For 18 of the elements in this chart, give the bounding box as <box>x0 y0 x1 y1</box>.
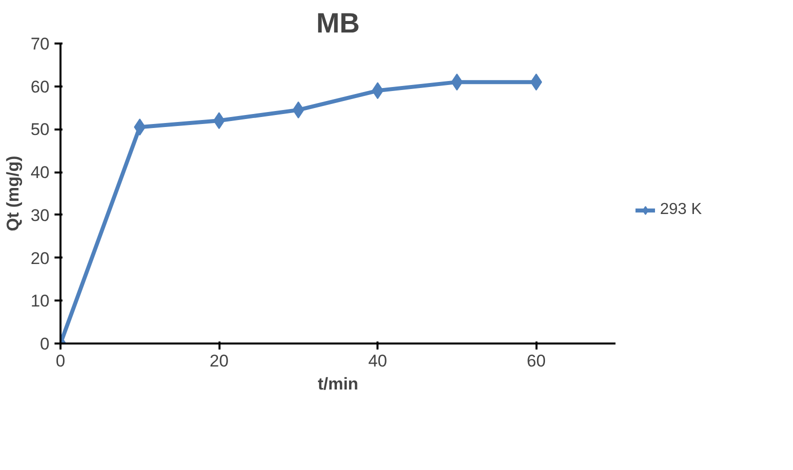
y-tick-label: 50 <box>30 120 50 140</box>
point <box>530 74 542 91</box>
legend-label: 293 K <box>660 201 702 219</box>
x-tick-label: 60 <box>526 352 546 370</box>
chart-title: MB <box>316 8 360 38</box>
y-tick-label: 30 <box>30 206 50 225</box>
y-tick-label: 20 <box>30 248 50 268</box>
y-axis-title: Qt (mg/g) <box>4 156 23 232</box>
y-tick-label: 40 <box>30 163 50 182</box>
y-tick-label: 0 <box>40 334 50 354</box>
y-tick-label: 70 <box>30 34 50 54</box>
y-tick-label: 10 <box>30 292 50 311</box>
point <box>134 118 146 136</box>
x-axis-title: t/min <box>318 374 358 394</box>
x-tick-label: 0 <box>56 352 66 370</box>
x-tick-label: 20 <box>210 352 229 370</box>
x-tick-label: 40 <box>368 352 388 370</box>
y-tick-label: 60 <box>30 77 50 96</box>
